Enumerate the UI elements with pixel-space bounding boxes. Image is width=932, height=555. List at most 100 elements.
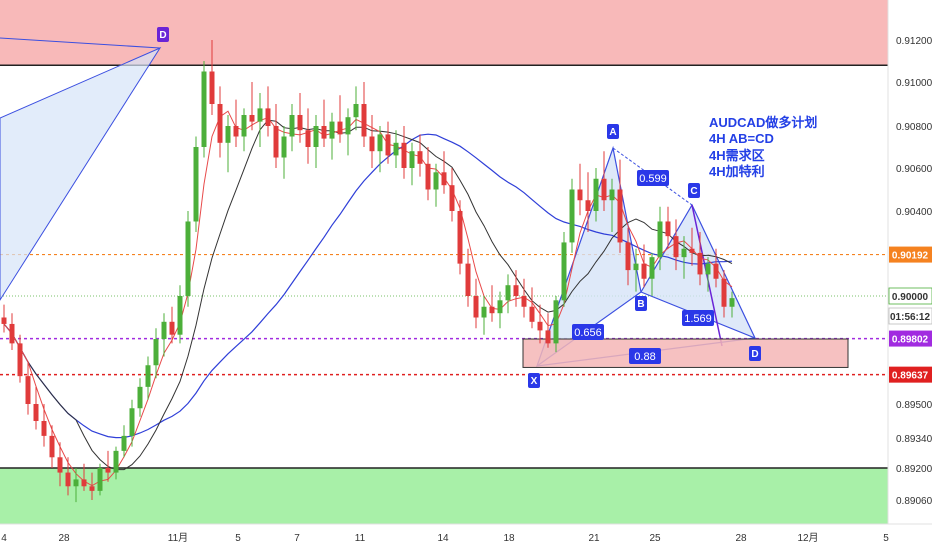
candle — [73, 468, 79, 503]
candles — [1, 40, 735, 503]
candle-body — [281, 136, 287, 158]
candle-body — [193, 147, 199, 222]
candle-body — [401, 142, 407, 168]
candle-body — [641, 263, 647, 279]
candle — [665, 206, 671, 249]
candle-body — [329, 121, 335, 139]
candle-body — [121, 435, 127, 451]
candle-body — [577, 189, 583, 201]
time-tick-label: 28 — [735, 533, 747, 544]
candle-body — [569, 189, 575, 243]
candle-body — [561, 242, 567, 301]
candle-body — [585, 200, 591, 211]
candle-body — [521, 296, 527, 307]
left-pattern-fill — [0, 46, 162, 301]
price-tick-label: 0.90800 — [896, 122, 932, 133]
candle — [529, 287, 535, 329]
candle — [201, 61, 207, 158]
price-tag-text: 0.90192 — [892, 251, 929, 262]
candle-body — [113, 450, 119, 473]
candle — [97, 463, 103, 496]
candle — [65, 457, 71, 496]
candle-body — [449, 185, 455, 211]
candle — [161, 313, 167, 357]
left-pattern-line — [0, 37, 161, 49]
price-tick-label: 0.89060 — [896, 496, 932, 507]
candle — [217, 86, 223, 158]
ratio-text: 0.599 — [639, 173, 667, 185]
candle — [233, 99, 239, 147]
candle-body — [233, 126, 239, 137]
candle-body — [425, 163, 431, 190]
ratio-label-xd: 0.88 — [629, 348, 661, 364]
time-tick-label: 14 — [437, 533, 449, 544]
price-tag-red: 0.89637 — [889, 366, 932, 383]
ratio-label-bd: 1.569 — [682, 310, 714, 326]
candle — [545, 313, 551, 348]
price-tick-label: 0.90600 — [896, 164, 932, 175]
price-tick-label: 0.89200 — [896, 464, 932, 475]
price-tick-label: 0.91000 — [896, 78, 932, 89]
pattern-cd-projection — [691, 204, 723, 347]
candle — [633, 248, 639, 292]
candle — [625, 227, 631, 286]
note-line-3: 4H需求区 — [709, 148, 765, 163]
candle — [705, 257, 711, 292]
candle-body — [313, 126, 319, 147]
candle-body — [697, 252, 703, 275]
candle-body — [169, 321, 175, 335]
price-tags: 0.90192 0.90000 01:56:12 0.89802 0.89637 — [888, 246, 932, 383]
candle-body — [657, 221, 663, 258]
point-marker-a: A — [607, 124, 619, 139]
candle-body — [81, 479, 87, 487]
target-buy-zone — [522, 338, 849, 368]
candle-body — [681, 248, 687, 258]
candle — [521, 278, 527, 318]
candle — [329, 112, 335, 160]
candle — [225, 115, 231, 173]
candle — [713, 248, 719, 288]
candle — [49, 425, 55, 468]
candle-body — [161, 321, 167, 339]
point-marker-d-top: D — [157, 27, 169, 42]
candle — [649, 252, 655, 296]
candle-body — [41, 421, 47, 436]
candle — [433, 163, 439, 207]
candle-body — [225, 126, 231, 143]
candle — [593, 168, 599, 222]
candle — [729, 291, 735, 318]
candle — [241, 108, 247, 152]
candle — [641, 244, 647, 288]
candle-body — [393, 142, 399, 156]
candle — [721, 270, 727, 318]
candle-body — [721, 278, 727, 307]
candle — [457, 200, 463, 275]
candle-body — [33, 404, 39, 421]
candle — [113, 446, 119, 480]
candle — [473, 278, 479, 329]
price-tag-purple: 0.89802 — [889, 330, 932, 347]
point-marker-x: X — [528, 373, 540, 388]
ratio-text: 1.569 — [684, 313, 712, 325]
candle — [121, 425, 127, 458]
candle — [81, 463, 87, 491]
candle — [321, 99, 327, 147]
candle-body — [489, 306, 495, 314]
candle-body — [185, 221, 191, 296]
candle — [377, 126, 383, 173]
candle-body — [57, 457, 63, 473]
time-tick-label: 28 — [58, 533, 70, 544]
candle-body — [545, 330, 551, 344]
candle — [153, 328, 159, 379]
time-tick-label: 5 — [883, 533, 889, 544]
candle-body — [49, 435, 55, 458]
candle-body — [713, 263, 719, 279]
time-tick-label: 4 — [1, 533, 7, 544]
candle-body — [673, 236, 679, 258]
svg-text:D: D — [751, 349, 758, 360]
candle — [25, 360, 31, 415]
candle-body — [553, 300, 559, 344]
candle — [489, 285, 495, 322]
ratio-label-ac: 0.599 — [637, 170, 669, 186]
candle-body — [353, 104, 359, 118]
